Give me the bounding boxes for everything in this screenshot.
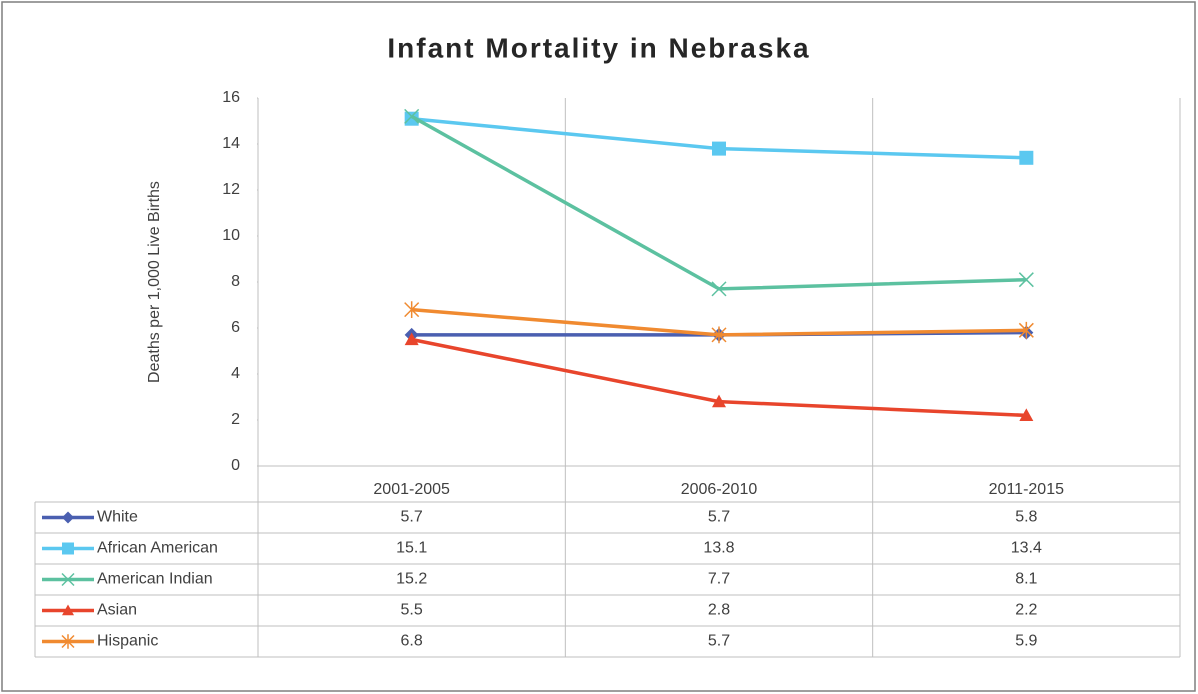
table-value: 13.8 [703, 540, 734, 557]
table-value: 7.7 [708, 571, 730, 588]
legend-label: African American [97, 540, 218, 557]
y-tick-label: 8 [231, 273, 240, 290]
marker [404, 111, 419, 126]
legend-label: American Indian [97, 571, 213, 588]
y-tick-label: 14 [222, 135, 240, 152]
table-value: 13.4 [1011, 540, 1042, 557]
marker [1018, 272, 1034, 288]
table-value: 5.7 [401, 509, 423, 526]
marker [711, 281, 727, 297]
table-value: 2.2 [1015, 602, 1037, 619]
table-value: 8.1 [1015, 571, 1037, 588]
y-axis-label: Deaths per 1,000 Live Births [146, 181, 163, 383]
marker [62, 542, 74, 555]
marker [404, 301, 420, 318]
marker [62, 511, 74, 524]
marker [404, 108, 420, 124]
y-tick-label: 0 [231, 457, 240, 474]
chart-title: Infant Mortality in Nebraska [387, 32, 810, 63]
marker [61, 634, 75, 649]
table-value: 5.9 [1015, 633, 1037, 650]
marker [1019, 408, 1034, 421]
table-value: 5.7 [708, 509, 730, 526]
marker [61, 572, 75, 587]
marker [712, 141, 726, 156]
y-tick-label: 6 [231, 319, 240, 336]
y-tick-label: 16 [222, 89, 240, 106]
x-tick-label: 2001-2005 [373, 481, 450, 498]
table-value: 5.5 [401, 602, 423, 619]
marker [404, 332, 419, 346]
marker [1018, 321, 1034, 339]
table-value: 6.8 [401, 633, 423, 650]
table-value: 2.8 [708, 602, 730, 619]
table-value: 5.8 [1015, 509, 1037, 526]
table-value: 15.2 [396, 571, 427, 588]
x-tick-label: 2006-2010 [681, 481, 758, 498]
legend-label: Asian [97, 602, 137, 619]
x-tick-label: 2011-2015 [989, 481, 1064, 498]
marker [712, 394, 726, 408]
y-tick-label: 4 [231, 365, 240, 382]
table-value: 15.1 [396, 540, 427, 557]
legend-label: White [97, 509, 138, 526]
y-tick-label: 12 [222, 181, 240, 198]
y-tick-label: 10 [222, 227, 240, 244]
marker [62, 604, 74, 616]
marker [711, 326, 727, 344]
legend-label: Hispanic [97, 633, 158, 650]
y-tick-label: 2 [231, 411, 240, 428]
marker [1019, 150, 1034, 165]
table-value: 5.7 [708, 633, 730, 650]
